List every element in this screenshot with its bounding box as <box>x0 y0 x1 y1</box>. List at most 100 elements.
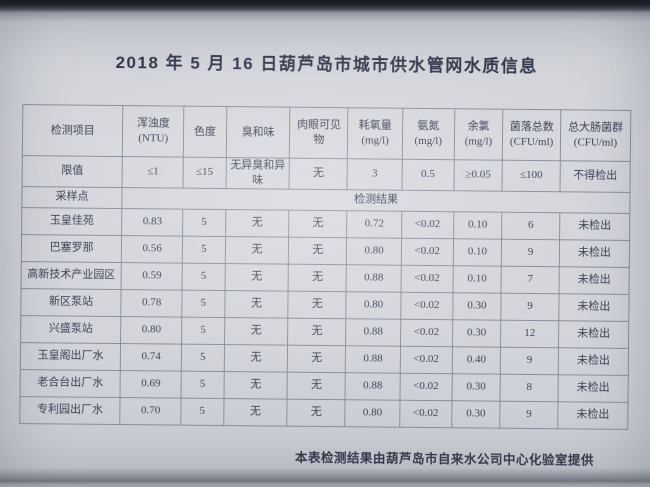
limit-value: ≤15 <box>183 157 226 189</box>
value-cell: 5 <box>182 208 226 237</box>
value-cell: 0.72 <box>346 210 402 238</box>
header-cell-turbidity: 浑浊度 (NTU) <box>122 105 184 158</box>
header-cell-chlorine: 余氯 (mg/l) <box>453 108 504 161</box>
header-cell-item: 检测项目 <box>22 104 124 157</box>
value-cell: 0.56 <box>121 235 183 263</box>
limit-value: 无 <box>289 158 348 190</box>
value-cell: 0.80 <box>120 316 182 344</box>
value-cell: <0.02 <box>399 399 452 428</box>
header-cell-cod: 耗氧量 (mg/l) <box>347 107 403 160</box>
header-cell-coliform: 总大肠菌群 (CFU/ml) <box>560 109 631 162</box>
header-cell-visible: 肉眼可见物 <box>289 107 349 159</box>
value-cell: 9 <box>500 346 559 375</box>
value-cell: 未检出 <box>559 212 630 241</box>
site-cell: 巴塞罗那 <box>21 234 122 263</box>
value-cell: 12 <box>500 319 559 348</box>
value-cell: 0.78 <box>121 289 183 317</box>
value-cell: 0.88 <box>345 372 401 400</box>
value-cell: 无 <box>224 263 289 291</box>
value-cell: 5 <box>181 289 225 318</box>
site-cell: 新区泵站 <box>20 288 122 317</box>
value-cell: 0.10 <box>452 238 502 266</box>
value-cell: 0.80 <box>346 237 402 265</box>
value-cell: 0.69 <box>120 370 182 398</box>
value-cell: 0.30 <box>451 400 501 428</box>
water-quality-table: 检测项目 浑浊度 (NTU) 色度 臭和味 肉眼可见物 耗氧量 (mg/l) 氨… <box>19 104 631 430</box>
sampling-point-label: 采样点 <box>21 186 123 209</box>
value-cell: 0.10 <box>452 265 502 293</box>
value-cell: 9 <box>501 292 560 321</box>
value-cell: 无 <box>288 263 347 292</box>
header-cell-ammonia: 氨氮 (mg/l) <box>402 108 455 160</box>
page-title: 2018 年 5 月 16 日葫芦岛市城市供水管网水质信息 <box>115 52 538 77</box>
value-cell: 0.74 <box>120 343 182 371</box>
value-cell: 无 <box>223 371 288 399</box>
value-cell: 0.40 <box>451 346 501 374</box>
value-cell: <0.02 <box>401 210 454 239</box>
value-cell: <0.02 <box>400 318 453 347</box>
value-cell: 无 <box>287 371 346 400</box>
value-cell: 5 <box>181 316 225 345</box>
value-cell: 7 <box>501 265 560 294</box>
value-cell: 0.30 <box>451 373 501 401</box>
limit-value: 3 <box>347 158 403 190</box>
value-cell: 无 <box>288 290 347 319</box>
value-cell: 9 <box>501 238 560 267</box>
value-cell: 0.80 <box>346 291 401 319</box>
value-cell: 5 <box>181 370 224 399</box>
header-cell-colony: 菌落总数 (CFU/ml) <box>502 109 561 161</box>
value-cell: 无 <box>224 290 289 318</box>
table-row: 专利园出厂水 0.70 5 无无 0.80 <0.02 0.30 9 未检出 <box>19 396 628 430</box>
value-cell: 0.88 <box>345 345 401 373</box>
value-cell: 5 <box>180 397 224 426</box>
value-cell: 0.88 <box>345 318 401 346</box>
site-cell: 高新技术产业园区 <box>21 261 122 290</box>
value-cell: 0.30 <box>452 319 502 347</box>
value-cell: 未检出 <box>558 320 629 349</box>
value-cell: <0.02 <box>400 291 453 320</box>
footer-note: 本表检测结果由葫芦岛市自来水公司中心化验室提供 <box>294 450 594 468</box>
site-cell: 老合台出厂水 <box>20 369 121 398</box>
value-cell: 无 <box>223 344 289 372</box>
table-header-row: 检测项目 浑浊度 (NTU) 色度 臭和味 肉眼可见物 耗氧量 (mg/l) 氨… <box>22 104 631 162</box>
value-cell: <0.02 <box>401 237 454 266</box>
value-cell: 无 <box>288 317 347 346</box>
value-cell: 5 <box>181 343 225 372</box>
value-cell: 0.88 <box>346 264 402 292</box>
value-cell: 0.70 <box>120 397 182 425</box>
limit-label: 限值 <box>22 155 123 188</box>
value-cell: 5 <box>182 262 225 291</box>
value-cell: 0.83 <box>121 208 183 236</box>
value-cell: 0.80 <box>344 399 400 427</box>
limit-value: ≤1 <box>122 156 184 188</box>
limit-value: ≤100 <box>502 160 561 192</box>
site-cell: 兴盛泵站 <box>20 315 122 344</box>
value-cell: 0.59 <box>121 262 183 290</box>
value-cell: 未检出 <box>557 401 628 430</box>
value-cell: 未检出 <box>558 347 629 376</box>
value-cell: 无 <box>224 317 289 345</box>
limit-value: 0.5 <box>401 159 454 191</box>
value-cell: 无 <box>289 209 348 238</box>
value-cell: 0.10 <box>453 211 503 239</box>
value-cell: 无 <box>224 236 290 264</box>
value-cell: 未检出 <box>559 239 630 268</box>
value-cell: 6 <box>501 211 560 240</box>
value-cell: <0.02 <box>400 345 453 374</box>
site-cell: 专利园出厂水 <box>19 396 121 425</box>
value-cell: 5 <box>182 235 226 264</box>
value-cell: 8 <box>500 373 559 402</box>
value-cell: 无 <box>225 209 290 237</box>
value-cell: 9 <box>499 400 558 429</box>
limit-value: 无异臭和异味 <box>225 157 290 189</box>
site-cell: 玉皇阁出厂水 <box>20 342 121 371</box>
header-cell-odor: 臭和味 <box>225 106 291 159</box>
value-cell: <0.02 <box>400 264 453 293</box>
value-cell: 无 <box>223 398 288 426</box>
limit-value: 不得检出 <box>560 160 631 193</box>
value-cell: 无 <box>287 398 346 427</box>
value-cell: <0.02 <box>399 372 452 401</box>
limit-value: ≥0.05 <box>453 159 503 191</box>
